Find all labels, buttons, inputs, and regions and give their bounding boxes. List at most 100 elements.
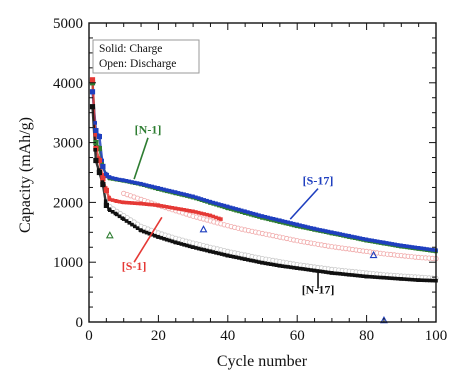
annotation-layer: [N-1] [S-17] [S-1] [N-17] [122,123,335,297]
data-point-s-17 [142,182,146,187]
data-point-s-1 [185,208,189,213]
data-point-n-17 [344,272,348,277]
data-point-n-17 [142,229,146,234]
data-point-s-17 [295,222,299,227]
data-point-n-17 [422,278,426,283]
data-point-s-17 [179,191,184,196]
data-point-s-17 [353,235,357,239]
data-point-n-17 [361,274,365,278]
data-point-s-17 [393,242,397,247]
data-point-s-17 [199,197,204,201]
data-point-s-1 [108,197,112,202]
x-tick-label: 100 [425,328,448,344]
annotation-s-17: [S-17] [303,173,334,187]
annotation-leader [133,137,149,180]
data-point-n-17 [246,258,250,262]
data-point-n-17 [338,272,342,276]
data-point-s-17 [286,220,290,225]
data-point-s-17 [194,195,198,200]
data-point-n-17 [263,261,268,266]
data-point-n-17 [162,237,166,241]
data-point-s-17 [182,192,186,196]
data-point-n-17 [121,217,126,221]
data-point-n-17 [139,228,143,233]
data-point-s-1 [115,199,119,203]
data-point-s-17 [228,205,233,210]
data-point-n-17 [278,264,282,268]
data-point-s-17 [312,226,317,231]
data-point-s-17 [243,209,247,214]
marker-layer [89,77,439,324]
data-point-s-1 [199,211,204,216]
data-point-s-1 [196,210,201,215]
data-point-n-17 [182,243,186,247]
data-point-s-1 [202,212,206,216]
data-point-n-17 [211,250,215,254]
data-point-n-17 [355,273,360,278]
data-point-s-17 [150,184,154,189]
data-point-s-17 [378,240,383,244]
data-point-n-17 [393,276,397,281]
data-point-n-17 [271,262,276,267]
early-point-s-1 [103,187,109,193]
data-point-n-17 [239,256,244,261]
data-point-s-17 [416,246,421,250]
data-point-n-17 [147,231,152,236]
data-point-s-17 [226,204,230,209]
data-point-s-17 [396,243,400,247]
outlier-point [369,250,378,259]
data-point-n-17 [173,240,178,245]
data-point-s-1 [139,201,143,206]
data-point-n-17 [358,274,363,278]
data-point-n-17 [405,277,409,282]
data-point-s-17 [384,241,389,245]
data-point-s-1 [167,205,172,210]
data-point-s-17 [237,207,241,212]
data-point-n-17 [295,266,299,270]
data-point-n-17 [428,278,432,283]
legend-layer: Solid: Charge Open: Discharge [92,39,200,74]
data-point-n-17 [335,271,340,276]
y-tick-label: 2000 [53,195,83,211]
data-point-s-17 [326,229,331,234]
data-point-s-17 [147,184,152,188]
data-point-s-17 [124,179,129,183]
data-point-s-1 [194,210,198,214]
annotation-n-1: [N-1] [135,123,162,137]
data-point-s-17 [246,210,250,214]
data-point-n-17 [306,267,311,272]
data-point-n-17 [185,243,189,248]
data-point-n-17 [274,263,279,267]
data-point-n-17 [289,265,293,270]
outlier-point [199,225,208,233]
data-point-s-17 [162,187,166,192]
data-point-n-17 [399,277,404,281]
data-point-s-1 [150,202,154,207]
data-point-s-17 [338,232,342,236]
data-point-s-1 [182,208,186,212]
data-point-s-1 [211,214,215,219]
data-point-n-17 [217,251,221,256]
data-point-s-1 [121,200,126,205]
data-point-n-17 [117,214,122,219]
data-point-n-17 [208,249,213,254]
data-point-s-17 [239,208,244,213]
data-point-n-17 [260,261,265,265]
data-point-s-17 [217,202,221,206]
data-point-s-17 [231,206,236,210]
early-point-s-17 [100,163,106,170]
data-point-s-17 [413,245,417,250]
y-tick-label: 1000 [53,255,83,271]
data-point-s-17 [266,215,270,220]
data-point-s-17 [321,228,325,233]
data-point-n-17 [407,277,412,282]
data-point-n-17 [378,275,383,280]
x-tick-label: 60 [290,328,305,344]
data-point-s-17 [370,238,374,243]
data-point-s-17 [187,193,192,198]
data-point-s-17 [248,211,253,215]
data-point-n-17 [390,276,395,281]
data-point-n-17 [323,270,328,274]
data-point-s-17 [332,231,337,235]
data-point-n-17 [93,148,97,152]
